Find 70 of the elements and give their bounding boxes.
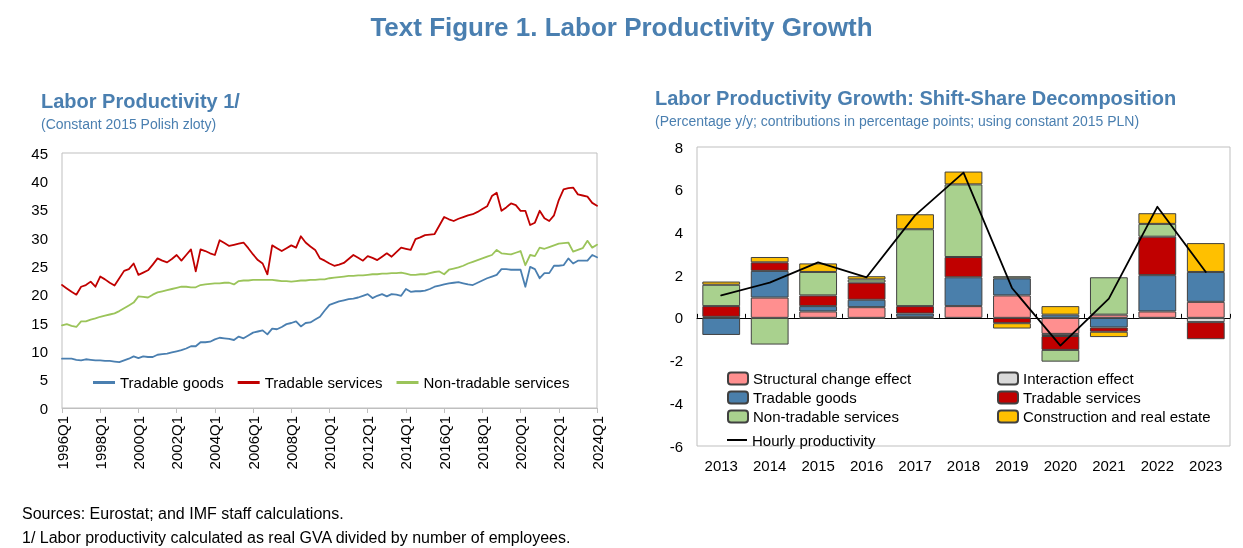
x-tick-label: 2018 — [946, 457, 981, 474]
legend-label: Tradable goods — [120, 374, 224, 391]
legend-label: Hourly productivity — [752, 431, 876, 449]
legend-label: Structural change effect — [753, 370, 912, 387]
legend-label: Tradable goods — [753, 389, 857, 406]
line-series — [61, 186, 598, 296]
x-tick-label: 2016 — [849, 457, 884, 474]
y-tick-label: -6 — [669, 437, 683, 455]
x-tick-label: 2004Q1 — [206, 416, 224, 470]
y-tick-label: 0 — [674, 309, 683, 327]
x-tick-label: 1996Q1 — [53, 416, 71, 470]
legend-label: Non-tradable services — [423, 374, 570, 391]
x-tick-label: 2024Q1 — [588, 416, 606, 470]
x-tick-label: 1998Q1 — [91, 416, 109, 470]
line-series — [61, 254, 598, 363]
x-tick-label: 2022 — [1140, 457, 1175, 474]
y-tick-label: 15 — [31, 314, 48, 332]
x-tick-label: 2012Q1 — [359, 416, 377, 470]
x-tick-label: 2000Q1 — [129, 416, 147, 470]
y-tick-label: 0 — [39, 399, 48, 417]
x-tick-label: 2014 — [752, 457, 787, 474]
y-tick-label: 30 — [31, 229, 48, 247]
bar — [1041, 317, 1080, 334]
y-tick-label: 45 — [31, 144, 48, 162]
x-tick-label: 2023 — [1189, 457, 1223, 474]
x-tick-label: 2002Q1 — [168, 416, 186, 470]
y-tick-label: 2 — [674, 266, 683, 284]
x-tick-label: 2017 — [898, 457, 932, 474]
legend-label: Non-tradable services — [753, 408, 899, 425]
chart-title: Labor Productivity 1/ — [41, 90, 241, 112]
bar — [1089, 277, 1128, 315]
bar — [1089, 317, 1128, 328]
y-tick-label: 10 — [31, 342, 48, 360]
x-tick-label: 2008Q1 — [282, 416, 300, 470]
x-tick-label: 2014Q1 — [397, 416, 415, 470]
text: 1/ Labor productivity calculated as real GVA divided by number of employees. — [22, 528, 571, 548]
x-tick-label: 2021 — [1092, 457, 1126, 474]
chart-title: Labor Productivity Growth: Shift-Share Decomposition — [655, 87, 1177, 109]
y-tick-label: 20 — [31, 286, 48, 304]
chart-subtitle: (Percentage y/y; contributions in percentage points; using constant 2015 PLN) — [655, 113, 1140, 129]
x-tick-label: 2022Q1 — [550, 416, 568, 470]
legend-label: Tradable services — [264, 374, 383, 391]
legend-label: Construction and real estate — [1023, 408, 1211, 425]
legend-label: Interaction effect — [1023, 370, 1135, 387]
x-tick-label: 2019 — [995, 457, 1029, 474]
x-tick-label: 2015 — [801, 457, 835, 474]
y-tick-label: -4 — [669, 394, 683, 412]
x-tick-label: 2010Q1 — [321, 416, 338, 470]
x-tick-label: 2018Q1 — [473, 416, 491, 470]
y-tick-label: -2 — [669, 352, 683, 370]
bar — [1041, 306, 1080, 315]
y-tick-label: 4 — [674, 223, 683, 241]
y-tick-label: 6 — [674, 181, 683, 199]
text: Text Figure 1. Labor Productivity Growth — [369, 12, 874, 43]
x-tick-label: 2020Q1 — [512, 416, 530, 470]
y-tick-label: 8 — [674, 138, 683, 156]
y-tick-label: 40 — [31, 172, 48, 190]
bar — [1089, 331, 1128, 338]
y-tick-label: 5 — [39, 371, 48, 389]
line-series — [61, 239, 598, 328]
bar — [1186, 322, 1225, 340]
x-tick-label: 2016Q1 — [435, 416, 453, 470]
legend-label: Tradable services — [1023, 389, 1141, 406]
chart-subtitle: (Constant 2015 Polish zloty) — [41, 116, 217, 132]
y-tick-label: 35 — [31, 201, 48, 219]
x-tick-label: 2020 — [1043, 457, 1078, 474]
x-tick-label: 2013 — [704, 457, 738, 474]
x-tick-label: 2006Q1 — [244, 416, 262, 470]
source-note: Sources: Eurostat; and IMF staff calculations. — [22, 504, 345, 524]
y-tick-label: 25 — [31, 257, 48, 275]
